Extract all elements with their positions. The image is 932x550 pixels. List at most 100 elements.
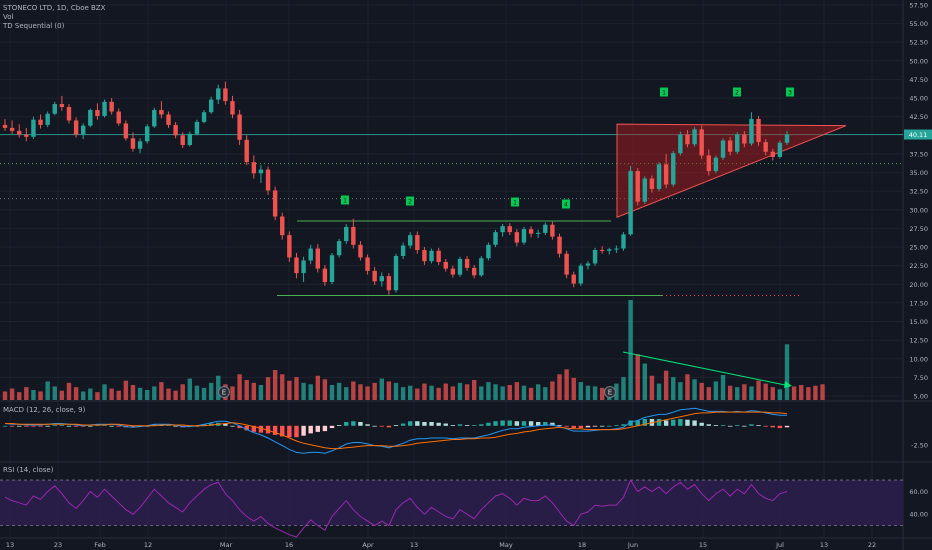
macd-histogram-bar [66, 425, 72, 427]
candle-body [422, 250, 427, 262]
volume-bar [81, 391, 86, 400]
macd-histogram-bar [614, 425, 619, 426]
volume-bar [408, 385, 413, 400]
price-tick-label: 57.50 [909, 2, 928, 10]
volume-bar [251, 382, 257, 400]
candle-body [464, 258, 470, 268]
macd-histogram-bar [557, 425, 562, 426]
price-tick-label: 5.00 [914, 393, 928, 401]
macd-histogram-bar [38, 425, 43, 427]
macd-histogram-bar [727, 425, 733, 427]
price-tick-label: 22.50 [909, 262, 928, 270]
macd-histogram-bar [777, 425, 783, 429]
macd-histogram-bar [173, 425, 178, 427]
macd-histogram-bar [742, 425, 747, 427]
candle-body [294, 257, 299, 274]
candle-body [535, 232, 541, 234]
macd-histogram-bar [713, 425, 719, 426]
rsi-legend[interactable]: RSI (14, close) [3, 466, 54, 474]
candle-body [329, 255, 335, 283]
volume-bar [763, 383, 768, 400]
candle-body [216, 88, 221, 100]
macd-legend[interactable]: MACD (12, 26, close, 9) [3, 406, 86, 414]
candle-body [102, 101, 107, 116]
volume-bar [159, 382, 164, 400]
candle-body [571, 274, 576, 284]
candle-body [287, 235, 292, 258]
candle-body [649, 178, 655, 189]
macd-histogram-bar [422, 422, 427, 426]
price-tick-label: 12.50 [909, 337, 928, 345]
volume-bar [479, 386, 484, 400]
macd-histogram-bar [130, 425, 136, 428]
candle-body [59, 104, 65, 108]
candle-body [585, 263, 591, 266]
macd-histogram-bar [493, 421, 498, 426]
volume-bar [2, 391, 8, 400]
macd-histogram-bar [287, 425, 292, 438]
volume-bar [308, 384, 313, 400]
td-setup-box [660, 87, 668, 97]
volume-bar [9, 388, 15, 400]
price-tick-label: 25.00 [909, 244, 928, 252]
candle-body [763, 142, 768, 152]
macd-histogram-bar [628, 420, 633, 426]
price-tick-label: 37.50 [909, 150, 928, 158]
candle-body [592, 250, 598, 264]
macd-histogram-bar [315, 425, 320, 432]
volume-bar [727, 385, 733, 400]
volume-bar [472, 380, 477, 400]
macd-histogram-bar [656, 418, 662, 426]
candle-body [429, 250, 434, 262]
candle-body [379, 276, 384, 282]
macd-histogram-bar [322, 425, 328, 432]
candle-body [550, 224, 555, 237]
volume-bar [550, 381, 555, 400]
macd-histogram-bar [365, 424, 370, 426]
volume-bar [59, 390, 65, 400]
candle-body [408, 235, 413, 246]
volume-bar [450, 386, 456, 400]
candle-body [166, 114, 171, 125]
macd-histogram-bar [528, 421, 534, 426]
macd-histogram-bar [436, 422, 441, 426]
macd-histogram-bar [735, 425, 740, 426]
candle-body [180, 135, 185, 146]
volume-bar [173, 390, 178, 400]
candle-body [24, 134, 29, 137]
time-tick-label: 16 [285, 541, 293, 549]
td-sequential-legend[interactable]: TD Sequential (0) [3, 22, 65, 30]
volume-bar [806, 387, 811, 400]
volume-bar [88, 388, 93, 400]
signal-line [5, 411, 788, 450]
price-tick-label: 32.50 [909, 188, 928, 196]
candle-body [152, 110, 157, 127]
macd-histogram-bar [443, 423, 448, 426]
volume-bar [543, 387, 548, 400]
candle-body [187, 133, 193, 146]
macd-histogram-bar [763, 425, 768, 427]
volume-trend-line [622, 351, 791, 387]
time-tick-label: Feb [94, 541, 106, 549]
macd-histogram-bar [400, 423, 406, 426]
time-tick-label: Jun [627, 541, 638, 549]
volume-bar [201, 387, 207, 400]
candle-body [38, 119, 43, 125]
candle-body [308, 248, 313, 261]
candle-body [52, 104, 57, 114]
symbol-title[interactable]: STONECO LTD, 1D, Cboe BZX [3, 4, 106, 12]
volume-legend[interactable]: Vol [3, 13, 14, 21]
volume-bar [749, 386, 754, 400]
macd-histogram-bar [464, 425, 470, 426]
rsi-line [4, 479, 788, 538]
macd-histogram-bar [429, 422, 434, 426]
volume-bar [571, 377, 576, 400]
candle-body [472, 267, 477, 276]
macd-histogram-bar [578, 425, 584, 429]
candle-body [258, 169, 264, 174]
candle-body [159, 110, 164, 115]
candle-body [735, 134, 740, 152]
macd-histogram-bar [201, 424, 207, 426]
